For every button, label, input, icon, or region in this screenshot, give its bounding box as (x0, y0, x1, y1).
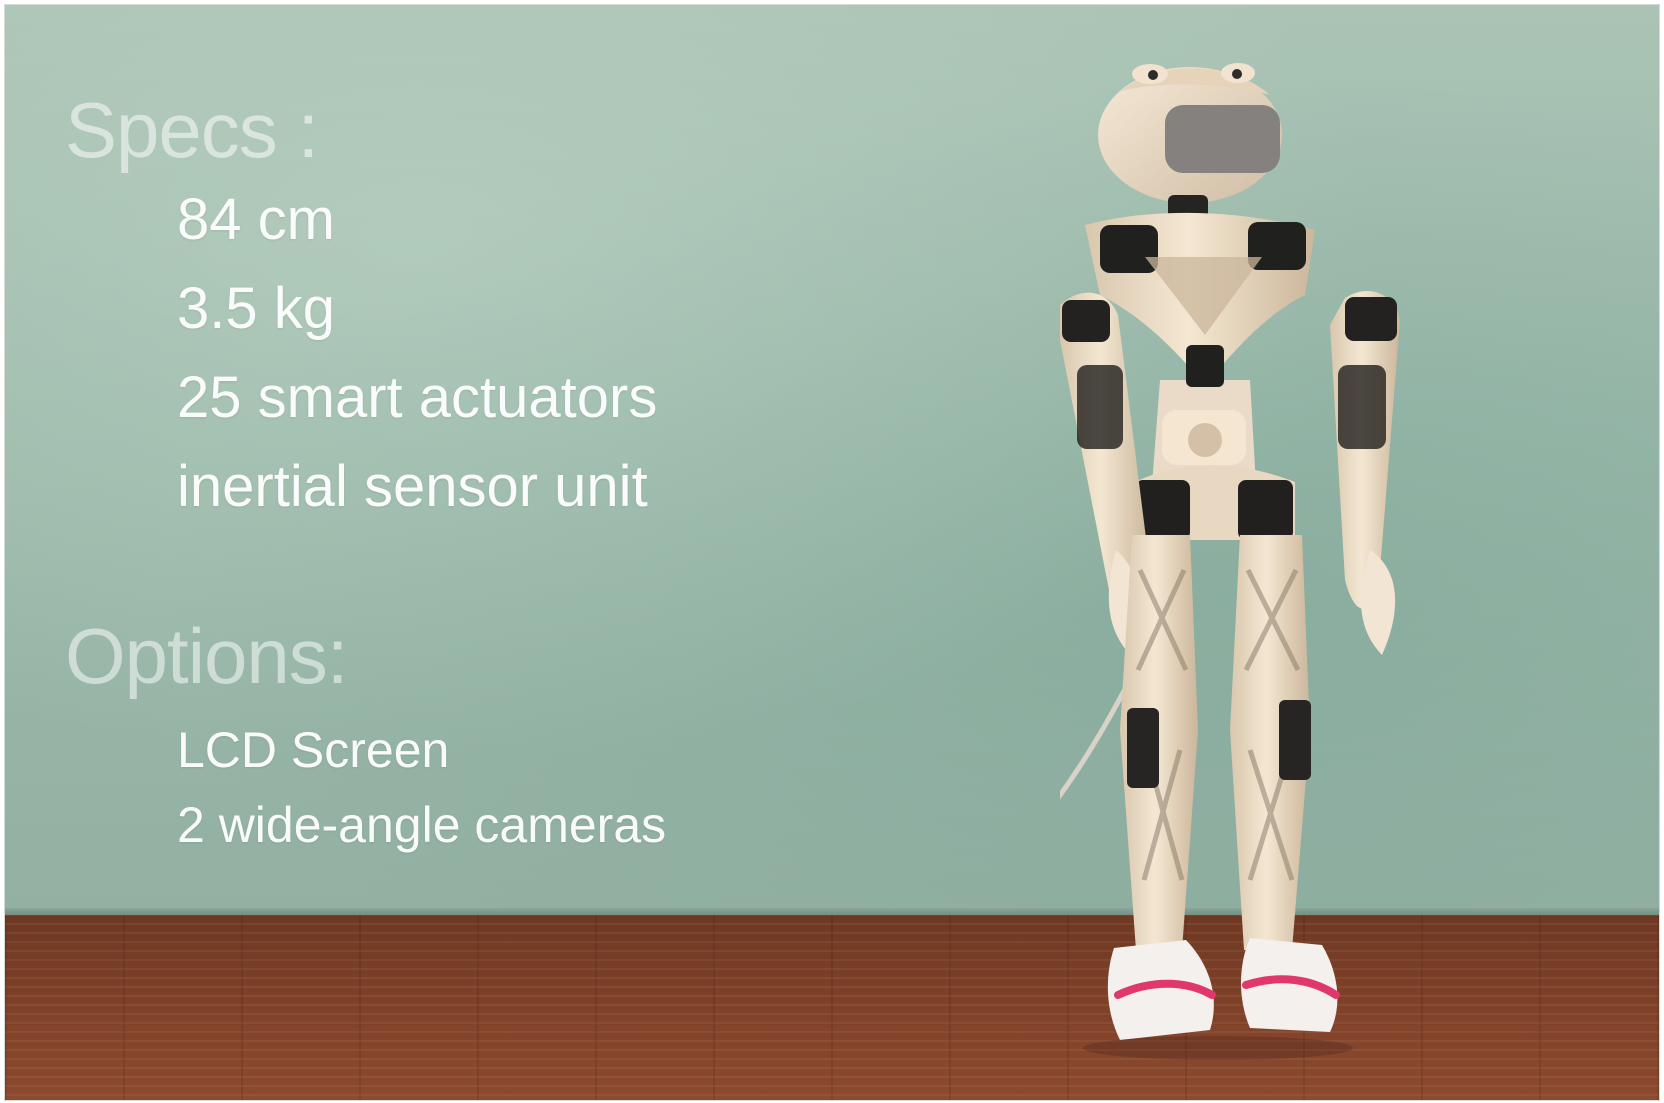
spec-height: 84 cm (177, 187, 335, 252)
wall-baseboard (5, 908, 1659, 918)
robot-photo: Specs : 84 cm 3.5 kg 25 smart actuators … (4, 4, 1660, 1101)
robot-head (1098, 63, 1282, 235)
spec-actuators: 25 smart actuators (177, 365, 658, 430)
option-lcd-screen: LCD Screen (177, 722, 450, 778)
power-cable (1060, 657, 1143, 800)
spec-sensor: inertial sensor unit (177, 454, 648, 519)
robot-torso (1085, 212, 1315, 540)
specs-heading: Specs : (65, 86, 319, 174)
robot-arms (1060, 290, 1400, 655)
spec-weight: 3.5 kg (177, 276, 335, 341)
wooden-floor (5, 915, 1659, 1100)
options-heading: Options: (65, 612, 348, 700)
humanoid-robot-illustration (1060, 63, 1400, 1060)
robot-shoes (1083, 938, 1353, 1060)
specs-overlay: Specs : 84 cm 3.5 kg 25 smart actuators … (5, 5, 1005, 905)
option-cameras: 2 wide-angle cameras (177, 797, 667, 853)
robot-legs (1120, 535, 1311, 950)
